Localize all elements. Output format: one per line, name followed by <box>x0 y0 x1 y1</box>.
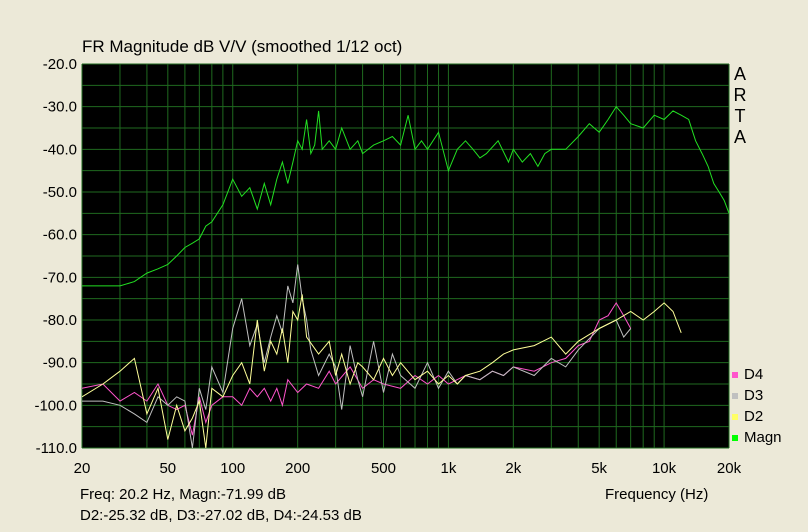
y-tick-label: -40.0 <box>43 141 77 158</box>
series-line-magn <box>82 105 729 287</box>
legend-label-d3: D3 <box>744 387 764 404</box>
arta-letter-r: R <box>733 85 747 105</box>
x-tick-label: 2k <box>505 460 521 477</box>
series-line-d3 <box>82 264 632 448</box>
y-tick-label: -50.0 <box>43 184 77 201</box>
legend-swatch-d4 <box>732 371 738 378</box>
legend-swatch-d2 <box>732 413 738 420</box>
x-tick-label: 200 <box>285 460 310 477</box>
x-tick-label: 5k <box>591 460 607 477</box>
x-tick-label: 20k <box>717 460 742 477</box>
y-tick-label: -30.0 <box>43 99 77 116</box>
y-tick-label: -60.0 <box>43 227 77 244</box>
status-readout-line1: Freq: 20.2 Hz, Magn:-71.99 dB <box>80 486 286 503</box>
x-tick-label: 100 <box>220 460 245 477</box>
chart-title: FR Magnitude dB V/V (smoothed 1/12 oct) <box>82 37 403 56</box>
y-tick-label: -100.0 <box>34 397 77 414</box>
legend-label-d4: D4 <box>744 366 764 383</box>
series-line-d2 <box>82 294 682 448</box>
x-tick-label: 1k <box>440 460 456 477</box>
legend-item-d3[interactable]: D3 <box>732 385 782 406</box>
y-tick-label: -90.0 <box>43 355 77 372</box>
legend-label-magn: Magn <box>744 429 782 446</box>
status-readout-line2: D2:-25.32 dB, D3:-27.02 dB, D4:-24.53 dB <box>80 507 362 524</box>
y-tick-label: -110.0 <box>36 440 77 457</box>
x-tick-label: 20 <box>74 460 91 477</box>
legend-label-d2: D2 <box>744 408 764 425</box>
legend-item-d4[interactable]: D4 <box>732 364 782 385</box>
y-tick-label: -80.0 <box>43 312 77 329</box>
arta-letter-a2: A <box>733 127 746 147</box>
x-tick-label: 500 <box>371 460 396 477</box>
legend-item-magn[interactable]: Magn <box>732 427 782 448</box>
arta-logo: A R T A <box>733 64 747 148</box>
y-tick-label: -70.0 <box>43 269 77 286</box>
x-axis-title: Frequency (Hz) <box>605 486 709 503</box>
x-tick-label: 50 <box>159 460 176 477</box>
legend-item-d2[interactable]: D2 <box>732 406 782 427</box>
legend-swatch-magn <box>732 434 738 441</box>
legend: D4 D3 D2 Magn <box>732 364 782 448</box>
arta-letter-a: A <box>733 64 746 84</box>
y-tick-label: -20.0 <box>43 56 77 73</box>
x-tick-label: 10k <box>652 460 677 477</box>
arta-letter-t: T <box>734 106 746 126</box>
legend-swatch-d3 <box>732 392 738 399</box>
